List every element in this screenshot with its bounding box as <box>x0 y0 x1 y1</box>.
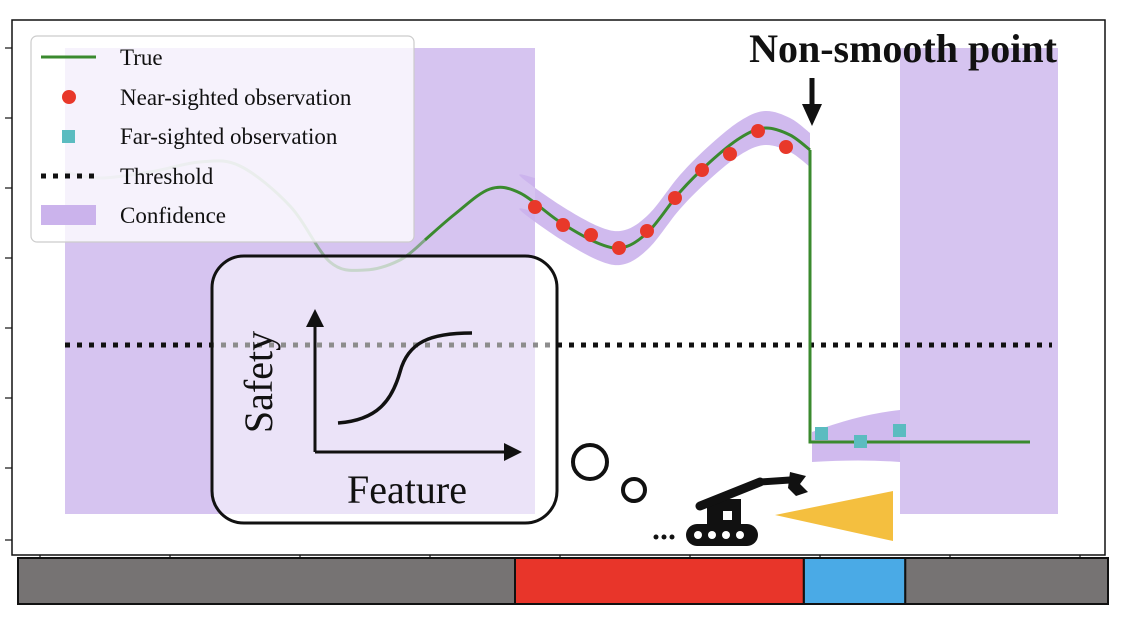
legend-swatch-far <box>62 130 75 143</box>
true-curve-step <box>808 150 1030 444</box>
near-obs-point <box>695 163 709 177</box>
near-obs-point <box>779 140 793 154</box>
confidence-region-right <box>900 48 1058 514</box>
annotation-label: Non-smooth point <box>749 26 1058 71</box>
near-obs-point <box>751 124 765 138</box>
legend-label: Confidence <box>120 203 226 228</box>
far-sighted-observations <box>815 424 906 448</box>
near-obs-point <box>723 147 737 161</box>
near-obs-point <box>584 228 598 242</box>
near-obs-point <box>668 191 682 205</box>
legend-label: Far-sighted observation <box>120 124 338 149</box>
region-bar <box>17 557 1109 605</box>
near-sighted-observations <box>528 124 793 255</box>
thought-bubble-icon <box>571 443 647 503</box>
inset-xlabel: Feature <box>347 467 467 512</box>
near-obs-point <box>556 218 570 232</box>
confidence-band-near <box>519 110 810 266</box>
region-segment-far-sighted <box>802 557 907 605</box>
inset-x-arrow-icon <box>504 443 522 461</box>
near-obs-point <box>640 224 654 238</box>
legend: True Near-sighted observation Far-sighte… <box>30 35 415 243</box>
legend-label: True <box>120 45 163 70</box>
near-obs-point <box>528 200 542 214</box>
inset-y-arrow-icon <box>306 309 324 327</box>
region-segment-unknown-left <box>17 557 516 605</box>
region-segment-near-sighted <box>514 557 805 605</box>
far-obs-point <box>854 435 867 448</box>
legend-swatch-near <box>62 90 76 104</box>
excavator-robot-icon <box>653 472 808 546</box>
inset-box: Safety Feature <box>210 254 559 525</box>
sensor-cone-icon <box>775 491 893 541</box>
legend-label: Threshold <box>120 164 214 189</box>
legend-label: Near-sighted observation <box>120 85 352 110</box>
inset-curve <box>337 331 473 425</box>
near-obs-point <box>612 241 626 255</box>
far-obs-point <box>893 424 906 437</box>
annotation-arrow-icon <box>802 104 822 126</box>
y-ticks <box>5 47 12 541</box>
region-segment-unknown-right <box>904 557 1109 605</box>
inset-ylabel: Safety <box>236 331 281 433</box>
legend-swatch-confidence <box>41 205 96 225</box>
far-obs-point <box>815 427 828 440</box>
